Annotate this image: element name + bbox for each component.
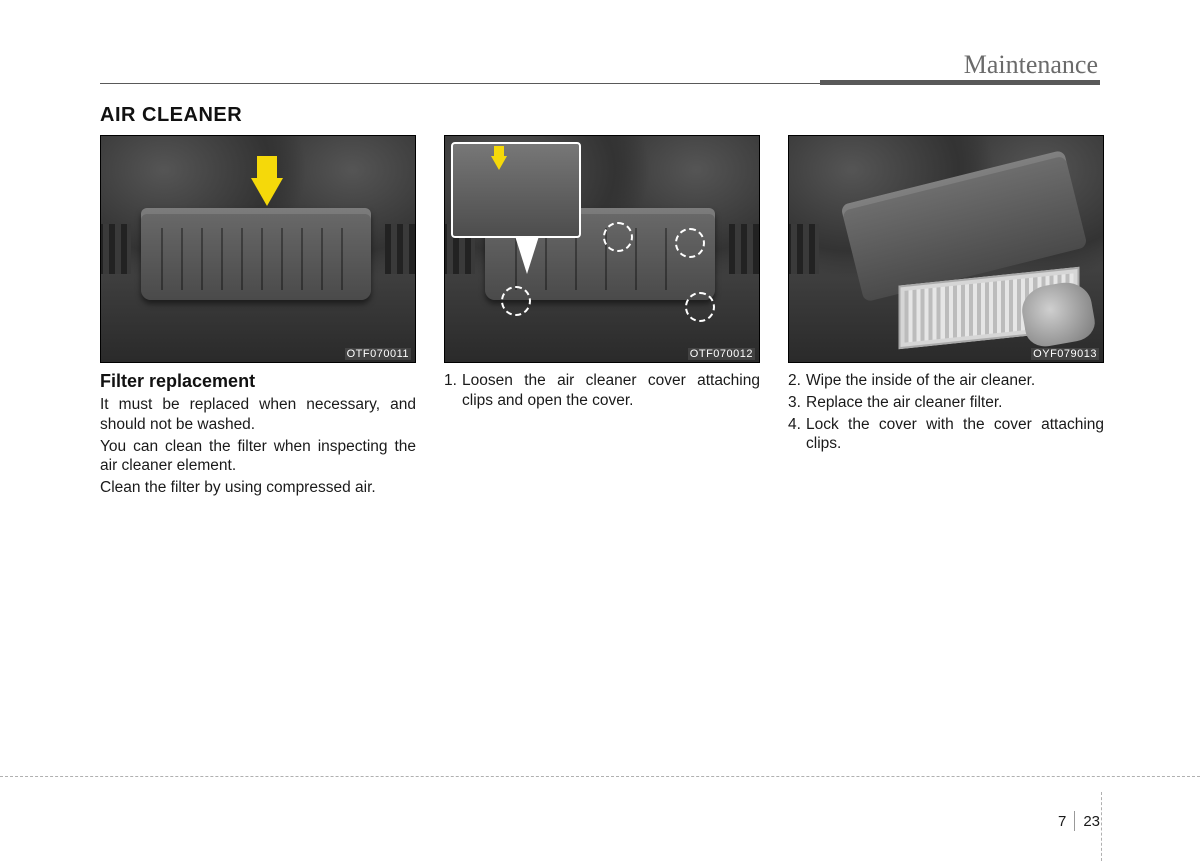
box-rib xyxy=(221,228,223,290)
figure-1: OTF070011 xyxy=(100,135,416,363)
intake-hose-left xyxy=(100,224,131,274)
figure-2: OTF070012 xyxy=(444,135,760,363)
figure-3: OYF079013 xyxy=(788,135,1104,363)
footer-separator xyxy=(1074,811,1075,831)
box-rib xyxy=(261,228,263,290)
arrow-down-icon xyxy=(251,178,283,206)
header-rule-thick xyxy=(820,80,1100,85)
intake-hose-left xyxy=(788,224,819,274)
step-3: 3. Replace the air cleaner filter. xyxy=(788,393,1104,413)
page-header: Maintenance xyxy=(100,48,1100,84)
column-2: OTF070012 1. Loosen the air cleaner cove… xyxy=(444,135,760,500)
step-number: 4. xyxy=(788,415,806,455)
step-number: 2. xyxy=(788,371,806,391)
subheading-filter-replacement: Filter replacement xyxy=(100,371,416,392)
inset-leader-line xyxy=(515,236,539,274)
step-1: 1. Loosen the air cleaner cover attachin… xyxy=(444,371,760,411)
column-3: OYF079013 2. Wipe the inside of the air … xyxy=(788,135,1104,500)
paragraph: You can clean the filter when inspecting… xyxy=(100,437,416,477)
crop-mark-horizontal xyxy=(0,776,1200,777)
figure-3-caption: OYF079013 xyxy=(1031,348,1099,360)
crop-mark-vertical xyxy=(1101,792,1102,861)
manual-page: Maintenance AIR CLEANER xyxy=(0,0,1200,861)
paragraph: Clean the filter by using compressed air… xyxy=(100,478,416,498)
step-text: Lock the cover with the cover attaching … xyxy=(806,415,1104,455)
step-text: Wipe the inside of the air cleaner. xyxy=(806,371,1104,391)
step-text: Replace the air cleaner filter. xyxy=(806,393,1104,413)
intake-hose-right xyxy=(385,224,416,274)
header-section-title: Maintenance xyxy=(964,50,1100,84)
step-text: Loosen the air cleaner cover attaching c… xyxy=(462,371,760,411)
step-number: 1. xyxy=(444,371,462,411)
box-rib xyxy=(181,228,183,290)
box-rib xyxy=(201,228,203,290)
page-footer: 7 23 xyxy=(1058,811,1100,831)
air-cleaner-box xyxy=(141,208,371,300)
figure-1-caption: OTF070011 xyxy=(345,348,411,360)
arrow-down-icon xyxy=(491,156,507,170)
step-2: 2. Wipe the inside of the air cleaner. xyxy=(788,371,1104,391)
box-rib xyxy=(161,228,163,290)
chapter-number: 7 xyxy=(1058,813,1066,830)
paragraph: It must be replaced when necessary, and … xyxy=(100,395,416,435)
clip-callout-circle xyxy=(501,286,531,316)
box-rib xyxy=(341,228,343,290)
clip-callout-circle xyxy=(603,222,633,252)
box-rib xyxy=(281,228,283,290)
clip-callout-circle xyxy=(685,292,715,322)
box-rib xyxy=(321,228,323,290)
inset-detail xyxy=(451,142,581,238)
box-rib xyxy=(635,228,637,290)
column-1: OTF070011 Filter replacement It must be … xyxy=(100,135,416,500)
box-rib xyxy=(665,228,667,290)
step-number: 3. xyxy=(788,393,806,413)
clip-callout-circle xyxy=(675,228,705,258)
step-4: 4. Lock the cover with the cover attachi… xyxy=(788,415,1104,455)
page-number: 23 xyxy=(1083,813,1100,830)
intake-hose-right xyxy=(729,224,760,274)
box-rib xyxy=(301,228,303,290)
content-columns: OTF070011 Filter replacement It must be … xyxy=(100,135,1100,500)
figure-2-caption: OTF070012 xyxy=(688,348,755,360)
box-rib xyxy=(241,228,243,290)
page-title: AIR CLEANER xyxy=(100,104,1100,127)
